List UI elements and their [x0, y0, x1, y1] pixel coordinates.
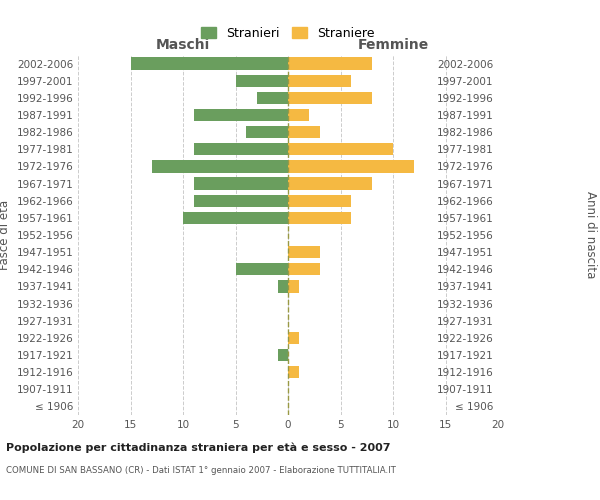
Y-axis label: Fasce di età: Fasce di età — [0, 200, 11, 270]
Bar — [288, 263, 320, 276]
Bar — [193, 194, 288, 207]
Bar — [193, 109, 288, 121]
Text: Maschi: Maschi — [156, 38, 210, 52]
Bar — [235, 263, 288, 276]
Bar — [257, 92, 288, 104]
Bar — [288, 92, 372, 104]
Bar — [288, 280, 299, 292]
Text: COMUNE DI SAN BASSANO (CR) - Dati ISTAT 1° gennaio 2007 - Elaborazione TUTTITALI: COMUNE DI SAN BASSANO (CR) - Dati ISTAT … — [6, 466, 396, 475]
Bar — [288, 74, 351, 87]
Bar — [246, 126, 288, 138]
Bar — [131, 58, 288, 70]
Bar — [288, 160, 414, 172]
Bar — [288, 126, 320, 138]
Bar — [288, 178, 372, 190]
Bar — [288, 366, 299, 378]
Bar — [277, 349, 288, 361]
Bar — [288, 246, 320, 258]
Text: Anni di nascita: Anni di nascita — [584, 192, 597, 278]
Bar — [235, 74, 288, 87]
Bar — [288, 143, 393, 156]
Bar — [277, 280, 288, 292]
Text: Femmine: Femmine — [358, 38, 428, 52]
Text: Popolazione per cittadinanza straniera per età e sesso - 2007: Popolazione per cittadinanza straniera p… — [6, 442, 391, 453]
Bar — [193, 178, 288, 190]
Bar — [288, 109, 309, 121]
Bar — [183, 212, 288, 224]
Bar — [288, 332, 299, 344]
Bar — [193, 143, 288, 156]
Legend: Stranieri, Straniere: Stranieri, Straniere — [196, 22, 380, 44]
Bar — [151, 160, 288, 172]
Bar — [288, 58, 372, 70]
Bar — [288, 194, 351, 207]
Bar — [288, 212, 351, 224]
